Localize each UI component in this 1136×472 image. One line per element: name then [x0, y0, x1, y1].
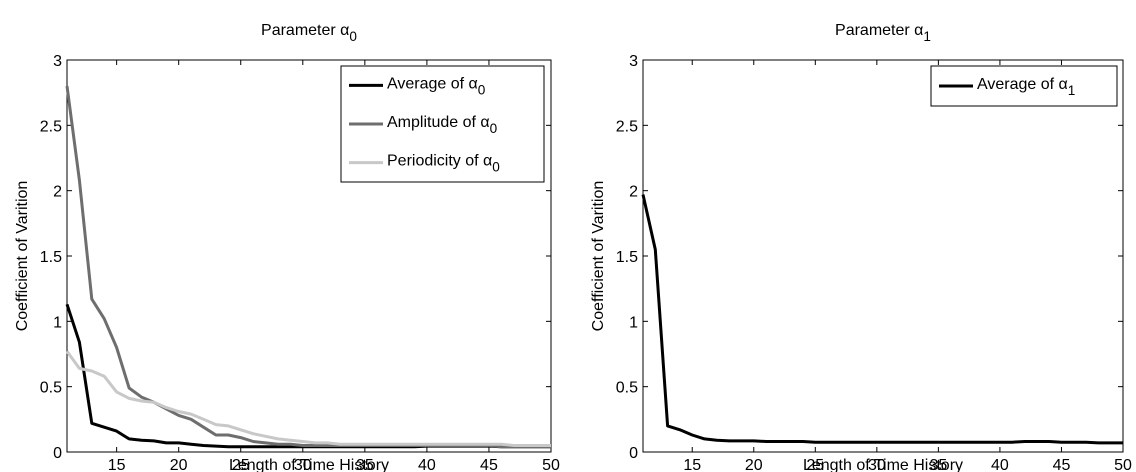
chart-title-base: Parameter — [835, 22, 914, 39]
x-tick-label: 15 — [108, 457, 126, 472]
y-tick-label: 2 — [629, 184, 638, 201]
legend-label-base: Average of — [977, 76, 1059, 93]
x-tick-label: 20 — [745, 457, 763, 472]
legend-label-subscript: 0 — [490, 121, 498, 136]
chart-title: Parameter α1 — [835, 22, 931, 44]
x-tick-label: 50 — [542, 457, 560, 472]
y-tick-label: 0.5 — [616, 380, 638, 397]
y-tick-label: 0.5 — [40, 380, 62, 397]
legend-label: Periodicity of α0 — [387, 153, 500, 175]
legend-label-base: Periodicity of — [387, 153, 483, 170]
chart-title-base: Parameter — [261, 22, 340, 39]
x-tick-label: 15 — [683, 457, 701, 472]
x-tick-label: 25 — [806, 457, 824, 472]
x-axis-label: Length of Time History — [229, 457, 389, 472]
y-tick-label: 1 — [629, 314, 638, 331]
legend-label-greek: α — [483, 153, 492, 170]
y-axis-label: Coefficient of Varition — [14, 181, 31, 332]
legend-label-subscript: 0 — [492, 160, 500, 175]
x-tick-label: 45 — [1053, 457, 1071, 472]
legend-label-base: Average of — [387, 75, 469, 92]
x-tick-label: 40 — [991, 457, 1009, 472]
y-tick-label: 0 — [629, 445, 638, 462]
chart-title-greek: α — [914, 22, 923, 39]
x-tick-label: 35 — [929, 457, 947, 472]
legend-label: Average of α0 — [387, 75, 486, 97]
legend: Average of α1 — [930, 65, 1118, 107]
x-tick-label: 30 — [294, 457, 312, 472]
legend-label: Amplitude of α0 — [387, 114, 498, 136]
chart-title-greek: α — [340, 22, 349, 39]
y-tick-label: 1 — [53, 314, 62, 331]
legend-label-subscript: 0 — [478, 82, 486, 97]
y-tick-label: 1.5 — [616, 249, 638, 266]
chart-title: Parameter α0 — [261, 22, 357, 44]
legend-label-subscript: 1 — [1068, 83, 1076, 98]
x-tick-label: 25 — [232, 457, 250, 472]
legend-label-base: Amplitude of — [387, 114, 480, 131]
x-tick-label: 50 — [1114, 457, 1132, 472]
x-tick-label: 45 — [480, 457, 498, 472]
series-line-0 — [65, 303, 551, 449]
x-tick-label: 40 — [418, 457, 436, 472]
x-tick-label: 20 — [170, 457, 188, 472]
x-axis-label: Length of Time History — [803, 457, 963, 472]
series-line-2 — [65, 350, 551, 447]
x-tick-label: 35 — [356, 457, 374, 472]
y-tick-label: 0 — [53, 445, 62, 462]
y-tick-label: 2.5 — [40, 118, 62, 135]
chart-title-subscript: 1 — [923, 29, 931, 44]
y-tick-label: 1.5 — [40, 249, 62, 266]
legend-label: Average of α1 — [977, 76, 1075, 98]
y-tick-label: 2.5 — [616, 118, 638, 135]
x-tick-label: 30 — [868, 457, 886, 472]
legend-label-greek: α — [480, 114, 489, 131]
chart-title-subscript: 0 — [349, 29, 357, 44]
y-tick-label: 3 — [53, 53, 62, 70]
series-line-0 — [641, 194, 1123, 445]
y-axis-label: Coefficient of Varition — [590, 181, 607, 332]
legend-label-greek: α — [469, 75, 478, 92]
y-tick-label: 2 — [53, 184, 62, 201]
plot-area-frame — [642, 59, 1124, 453]
y-tick-label: 3 — [629, 53, 638, 70]
legend-label-greek: α — [1059, 76, 1068, 93]
